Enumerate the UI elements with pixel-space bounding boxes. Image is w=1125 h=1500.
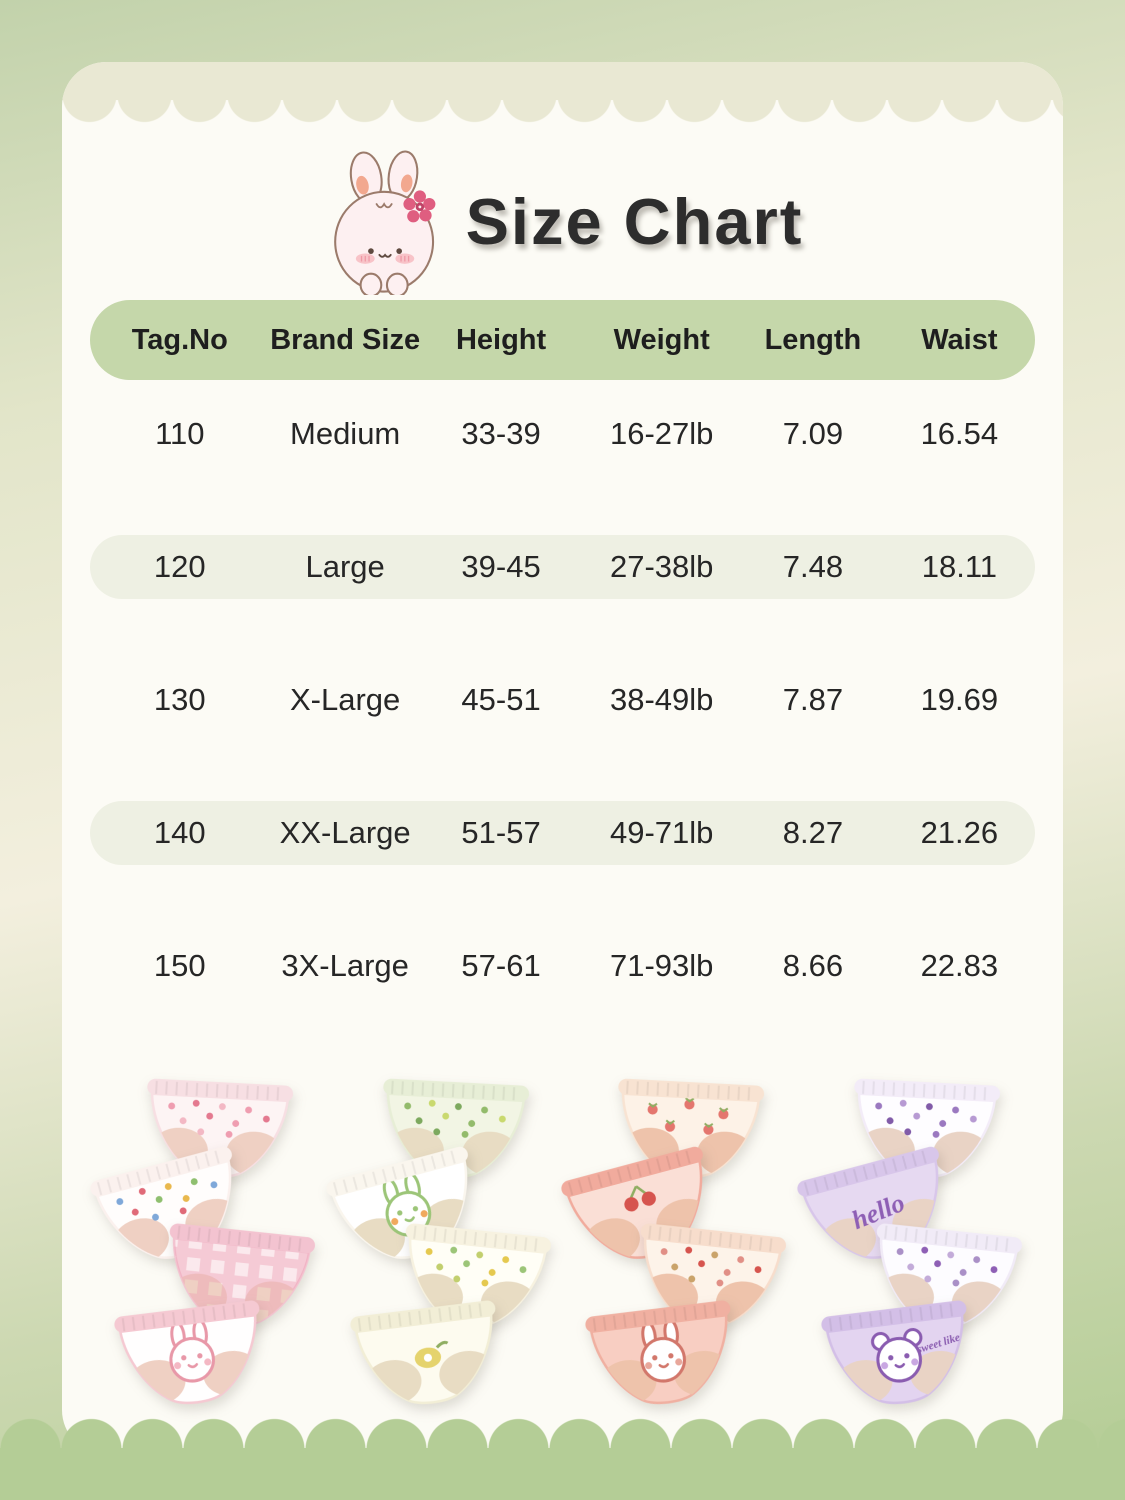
- underwear-graphic: sweet like: [821, 1300, 967, 1405]
- underwear-graphic: [405, 1223, 551, 1327]
- table-cell: 22.83: [920, 948, 999, 983]
- table-cell: 51-57: [461, 815, 541, 850]
- underwear-item: [139, 1071, 297, 1193]
- card-top-band: [62, 62, 1063, 100]
- table-cell: 7.87: [782, 682, 844, 717]
- table-row: 150 3X-Large 57-61 71-93lb 8.66 22.83: [90, 934, 1035, 998]
- table-cell: 57-61: [461, 948, 541, 983]
- table-cell: 120: [153, 549, 206, 584]
- column-header: Waist: [921, 323, 998, 356]
- underwear-graphic: [350, 1300, 496, 1405]
- table-header-row: Tag.No Brand Size Height Weight Length Waist: [90, 300, 1035, 380]
- underwear-item: sweet like: [817, 1292, 982, 1424]
- bottom-scallop-edge: [0, 1418, 1125, 1448]
- size-chart-card: Size Chart Tag.No Brand Size Height Weight L…: [62, 62, 1063, 1454]
- table-cell: 130: [153, 682, 206, 717]
- column-header: Height: [455, 323, 547, 356]
- table-row: 140 XX-Large 51-57 49-71lb 8.27 21.26: [90, 801, 1035, 865]
- table-cell: 27-38lb: [609, 549, 714, 584]
- table-cell: 3X-Large: [281, 948, 409, 983]
- table-cell: 21.26: [920, 815, 999, 850]
- product-photo-green-set: [326, 1075, 558, 1425]
- table-row: 120 Large 39-45 27-38lb 7.48 18.11: [90, 535, 1035, 599]
- table-row: 110 Medium 33-39 16-27lb 7.09 16.54: [90, 402, 1035, 466]
- column-header: Brand Size: [270, 323, 421, 356]
- table-cell: 45-51: [461, 682, 541, 717]
- underwear-item: [392, 1215, 555, 1345]
- underwear-graphic: [854, 1078, 1001, 1178]
- table-cell: 38-49lb: [609, 682, 714, 717]
- table-cell: 16.54: [920, 416, 999, 451]
- bottom-green-band: [0, 1448, 1125, 1500]
- underwear-item: [863, 1215, 1026, 1345]
- underwear-graphic: [618, 1078, 765, 1178]
- table-cell: 150: [153, 948, 206, 983]
- underwear-item: [345, 1292, 510, 1424]
- product-photo-purple-set: hello sweet like: [797, 1075, 1029, 1425]
- underwear-item: [375, 1071, 533, 1193]
- table-cell: XX-Large: [279, 815, 411, 850]
- table-cell: 7.48: [782, 549, 844, 584]
- product-photo-pink-set: [90, 1075, 322, 1425]
- product-photo-peach-set: [561, 1075, 793, 1425]
- column-header: Weight: [613, 323, 710, 356]
- table-cell: 140: [153, 815, 206, 850]
- underwear-graphic: [114, 1300, 260, 1405]
- table-cell: 33-39: [461, 416, 541, 451]
- underwear-item: [581, 1292, 746, 1424]
- underwear-graphic: [876, 1223, 1022, 1327]
- column-header: Tag.No: [131, 323, 228, 356]
- table-cell: 8.27: [782, 815, 844, 850]
- column-header: Length: [764, 323, 862, 356]
- table-cell: 16-27lb: [609, 416, 714, 451]
- table-cell: 8.66: [782, 948, 844, 983]
- underwear-item: [610, 1071, 768, 1193]
- table-cell: 49-71lb: [609, 815, 714, 850]
- table-cell: 110: [155, 416, 205, 451]
- table-body: 110 Medium 33-39 16-27lb 7.09 16.54 120 Large 39…: [90, 402, 1035, 998]
- table-cell: 18.11: [921, 549, 997, 584]
- page-title: Size Chart: [465, 184, 804, 258]
- table-cell: 71-93lb: [609, 948, 714, 983]
- bunny-flower-icon: [333, 150, 435, 295]
- underwear-graphic: [585, 1300, 732, 1405]
- table-row: 130 X-Large 45-51 38-49lb 7.87 19.69: [90, 668, 1035, 732]
- table-cell: X-Large: [289, 682, 401, 717]
- header: Size Chart: [62, 62, 1063, 296]
- table-cell: 19.69: [920, 682, 999, 717]
- card-top-scallop-edge: [62, 100, 1063, 126]
- table-cell: Medium: [290, 416, 401, 451]
- underwear-graphic: [147, 1078, 294, 1178]
- table-cell: 39-45: [461, 549, 541, 584]
- table-cell: Large: [305, 549, 385, 584]
- underwear-item: [846, 1071, 1004, 1193]
- underwear-graphic: [382, 1078, 529, 1178]
- underwear-item: [110, 1292, 275, 1424]
- size-table: Tag.No Brand Size Height Weight Length Waist …: [90, 300, 1035, 998]
- table-cell: 7.09: [782, 416, 844, 451]
- product-photos: hello sweet like: [90, 1075, 1029, 1425]
